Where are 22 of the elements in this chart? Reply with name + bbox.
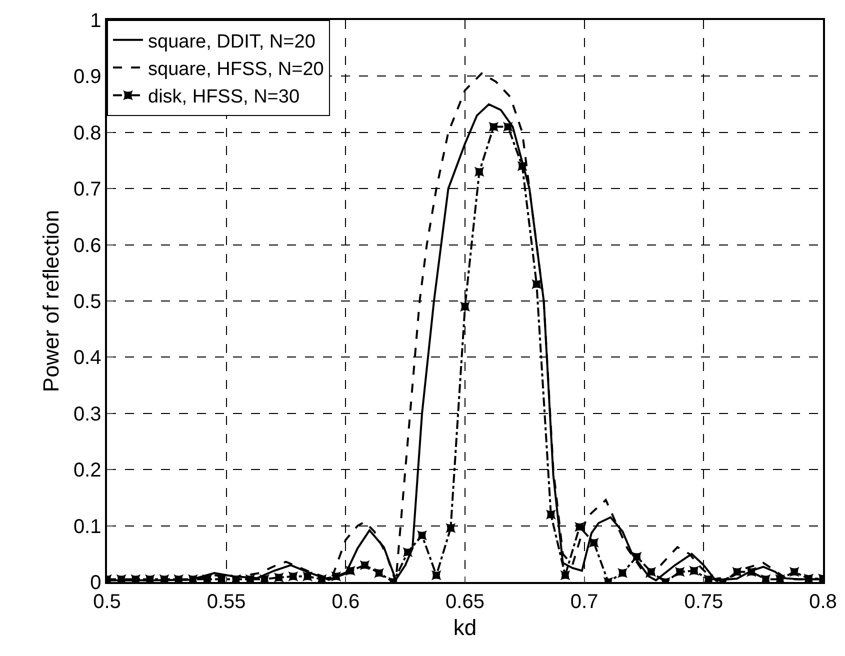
legend-label: square, DDIT, N=20 <box>148 31 316 52</box>
x-tick-label: 0.55 <box>206 590 246 613</box>
y-tick-label: 0.9 <box>73 66 102 88</box>
x-axis-title: kd <box>453 615 477 640</box>
y-tick-label: 0.1 <box>73 516 102 538</box>
x-tick-label: 0.7 <box>570 590 598 613</box>
y-tick-label: 0.8 <box>73 122 102 144</box>
x-tick-label: 0.8 <box>809 590 837 613</box>
y-tick-label: 0.6 <box>73 234 102 257</box>
y-tick-label: 0.5 <box>73 291 102 313</box>
x-tick-label: 0.6 <box>332 590 360 613</box>
legend-label: square, HFSS, N=20 <box>148 58 324 80</box>
x-tick-label: 0.75 <box>684 590 724 613</box>
y-tick-label: 0.4 <box>73 347 102 370</box>
y-tick-label: 0.2 <box>73 460 102 482</box>
legend-label: disk, HFSS, N=30 <box>148 86 300 108</box>
x-tick-label: 0.65 <box>446 590 484 613</box>
y-tick-label: 1 <box>90 10 102 32</box>
y-tick-label: 0.3 <box>73 403 102 426</box>
y-tick-label: 0 <box>90 572 102 594</box>
y-axis-title: Power of reflection <box>38 210 64 392</box>
y-tick-label: 0.7 <box>73 178 102 201</box>
